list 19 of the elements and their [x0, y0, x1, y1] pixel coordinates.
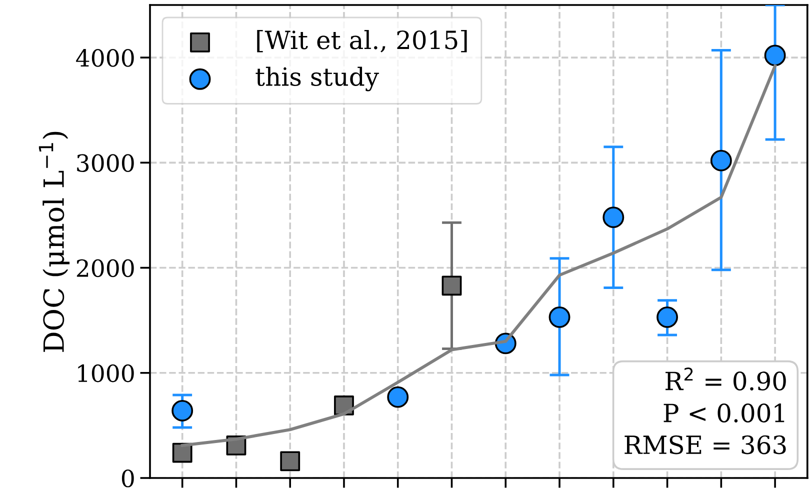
annotation: R$^{2}$ = 0.90 P < 0.001 RMSE = 363	[624, 368, 786, 454]
point	[442, 276, 462, 296]
point	[280, 451, 300, 472]
point	[710, 150, 732, 172]
y-tick-label: 1000	[78, 364, 134, 382]
y-tick-label: 2000	[76, 259, 134, 278]
point	[602, 206, 624, 228]
point	[387, 386, 409, 408]
point	[172, 442, 192, 463]
point	[172, 400, 194, 422]
y-tick-label: 0	[122, 469, 134, 488]
point	[548, 306, 570, 328]
y-axis-title: DOC (μmol L$^{−1}$)	[38, 132, 70, 352]
point	[764, 44, 786, 66]
y-tick-label: 4000	[76, 49, 134, 67]
y-tick-label: 3000	[77, 154, 134, 172]
legend-label: [Wit et al., 2015]	[257, 30, 467, 52]
point	[656, 306, 678, 328]
legend-label: this study	[256, 66, 379, 92]
